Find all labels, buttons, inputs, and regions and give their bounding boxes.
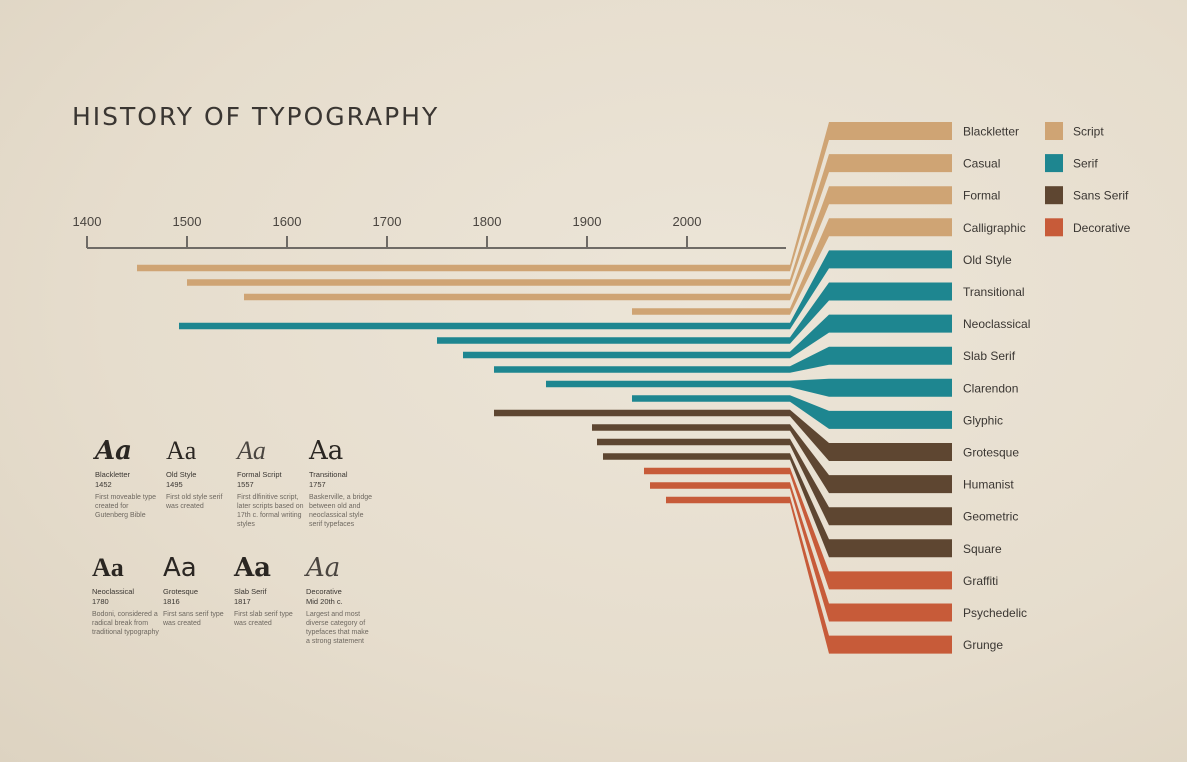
legend-label: Sans Serif (1073, 189, 1129, 203)
bar-label: Slab Serif (963, 349, 1016, 363)
decorative-glyph: Aa (306, 553, 341, 583)
timeline-bar-slab-serif (494, 346, 952, 373)
specimen-year: 1817 (234, 596, 251, 606)
specimen-card-old-style: Aa Old Style 1495 First old style serif … (166, 436, 234, 511)
legend-label: Script (1073, 125, 1104, 139)
old-style-glyph: Aa (166, 436, 197, 465)
legend-swatch (1045, 218, 1063, 237)
timeline-bar-graffiti (644, 467, 952, 590)
bar-label: Clarendon (963, 381, 1018, 395)
legend-label: Decorative (1073, 221, 1131, 235)
specimen-name: Neoclassical (92, 587, 135, 596)
bar-label: Psychedelic (963, 606, 1027, 620)
page-title: HISTORY OF TYPOGRAPHY (72, 102, 440, 131)
specimen-year: 1757 (309, 479, 326, 489)
bar-label: Transitional (963, 285, 1025, 299)
neoclassical-glyph: Aa (92, 553, 124, 582)
specimen-desc: Baskerville, a bridge between old and ne… (309, 494, 373, 528)
specimen-year: 1816 (163, 596, 180, 606)
blackletter-glyph: Aa (95, 436, 133, 466)
specimen-name: Blackletter (95, 470, 131, 479)
timeline-bar-neoclassical (463, 314, 952, 359)
timeline-bar-glyphic (632, 395, 952, 429)
formal-script-glyph: Aa (237, 436, 266, 465)
specimen-name: Grotesque (163, 587, 199, 596)
bar-label: Casual (963, 157, 1000, 171)
specimen-card-blackletter: Aa Blackletter 1452 First moveable type … (95, 436, 163, 520)
specimen-card-decorative: Aa Decorative Mid 20th c. Largest and mo… (306, 553, 374, 646)
specimen-desc: First moveable type created for Gutenber… (95, 494, 157, 519)
specimen-desc: First old style serif was created (166, 494, 223, 510)
grotesque-glyph: Aa (163, 553, 197, 583)
specimen-year: Mid 20th c. (306, 596, 343, 606)
timeline-bar-square (603, 453, 952, 558)
specimen-year: 1495 (166, 479, 183, 489)
specimen-desc: First slab serif type was created (234, 611, 293, 627)
bar-label: Glyphic (963, 413, 1003, 427)
timeline-bar-geometric (597, 438, 952, 526)
specimen-year: 1557 (237, 479, 254, 489)
specimen-desc: Bodoni, considered a radical break from … (92, 611, 159, 636)
timeline-bar-clarendon (546, 378, 952, 397)
bar-label: Grunge (963, 638, 1003, 652)
specimen-name: Old Style (166, 470, 197, 479)
legend-swatch (1045, 186, 1063, 205)
timeline-bar-transitional (437, 282, 952, 344)
timeline-bar-humanist (592, 424, 952, 494)
specimen-card-neoclassical: Aa Neoclassical 1780 Bodoni, considered … (92, 553, 160, 637)
specimen-desc: Largest and most diverse category of typ… (306, 611, 369, 645)
bar-label: Neoclassical (963, 317, 1030, 331)
legend-swatch (1045, 154, 1063, 173)
x-tick-label: 1600 (273, 214, 302, 229)
bar-label: Humanist (963, 478, 1014, 492)
x-tick-label: 2000 (673, 214, 702, 229)
specimen-year: 1780 (92, 596, 109, 606)
bar-label: Geometric (963, 510, 1018, 524)
bar-label: Square (963, 542, 1002, 556)
legend-swatch (1045, 122, 1063, 140)
specimen-name: Formal Script (237, 470, 282, 479)
timeline-bar-old-style (179, 250, 952, 330)
timeline-bar-psychedelic (650, 482, 952, 622)
timeline-bar-casual (187, 154, 952, 286)
specimen-desc: First dlfinitive script, later scripts b… (237, 494, 304, 528)
bar-label: Grotesque (963, 446, 1019, 460)
x-tick-label: 1700 (373, 214, 402, 229)
specimen-card-grotesque: Aa Grotesque 1816 First sans serif type … (163, 553, 231, 628)
timeline-bar-grunge (666, 496, 952, 654)
specimen-name: Decorative (306, 587, 342, 596)
specimen-desc: First sans serif type was created (163, 611, 224, 627)
x-tick-label: 1800 (473, 214, 502, 229)
slab-serif-glyph: Aa (234, 553, 272, 583)
timeline-bar-formal (244, 186, 952, 301)
specimen-card-transitional: Aa Transitional 1757 Baskerville, a brid… (309, 436, 377, 529)
bar-label: Formal (963, 189, 1000, 203)
specimen-year: 1452 (95, 479, 112, 489)
specimen-card-slab-serif: Aa Slab Serif 1817 First slab serif type… (234, 553, 302, 628)
transitional-glyph: Aa (309, 436, 344, 466)
bar-label: Blackletter (963, 125, 1019, 139)
timeline-bar-calligraphic (632, 218, 952, 315)
legend-label: Serif (1073, 157, 1098, 171)
bar-label: Graffiti (963, 574, 998, 588)
x-tick-label: 1500 (173, 214, 202, 229)
x-tick-label: 1900 (573, 214, 602, 229)
specimen-card-formal-script: Aa Formal Script 1557 First dlfinitive s… (237, 436, 305, 529)
specimen-name: Slab Serif (234, 587, 267, 596)
timeline-bar-blackletter (137, 122, 952, 272)
bar-label: Calligraphic (963, 221, 1026, 235)
specimen-name: Transitional (309, 470, 348, 479)
x-tick-label: 1400 (73, 214, 102, 229)
bar-label: Old Style (963, 253, 1012, 267)
timeline-bar-grotesque (494, 409, 952, 461)
